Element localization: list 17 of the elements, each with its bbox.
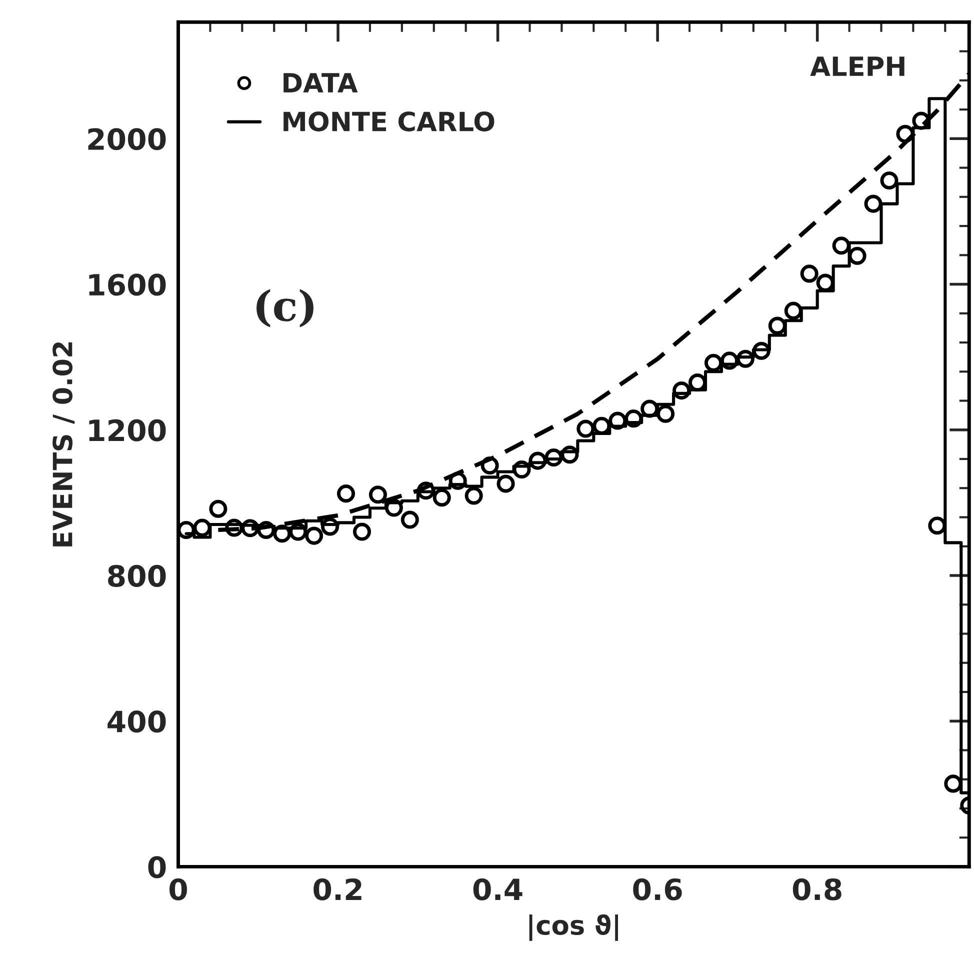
y-tick-label: 1600 — [89, 274, 166, 296]
y-tick-label: 800 — [108, 564, 166, 587]
x-tick-label: 0 — [169, 878, 187, 900]
annotation: ALEPH — [810, 56, 904, 76]
legend-label: MONTE CARLO — [284, 111, 494, 132]
x-tick-label: 0.2 — [314, 878, 362, 900]
annotation: (c) — [256, 289, 314, 328]
y-axis-title: EVENTS / 0.02 — [52, 342, 75, 546]
x-tick-label: 0.6 — [633, 878, 682, 900]
y-tick-label: 2000 — [88, 128, 166, 150]
x-tick-label: 0.8 — [792, 878, 842, 900]
x-axis-title: |cos ϑ| — [529, 914, 618, 941]
y-tick-label: 0 — [148, 856, 166, 878]
x-tick-label: 0.4 — [473, 878, 522, 900]
legend-label: DATA — [284, 73, 358, 92]
y-tick-label: 1200 — [89, 419, 166, 442]
y-tick-label: 400 — [108, 710, 166, 733]
